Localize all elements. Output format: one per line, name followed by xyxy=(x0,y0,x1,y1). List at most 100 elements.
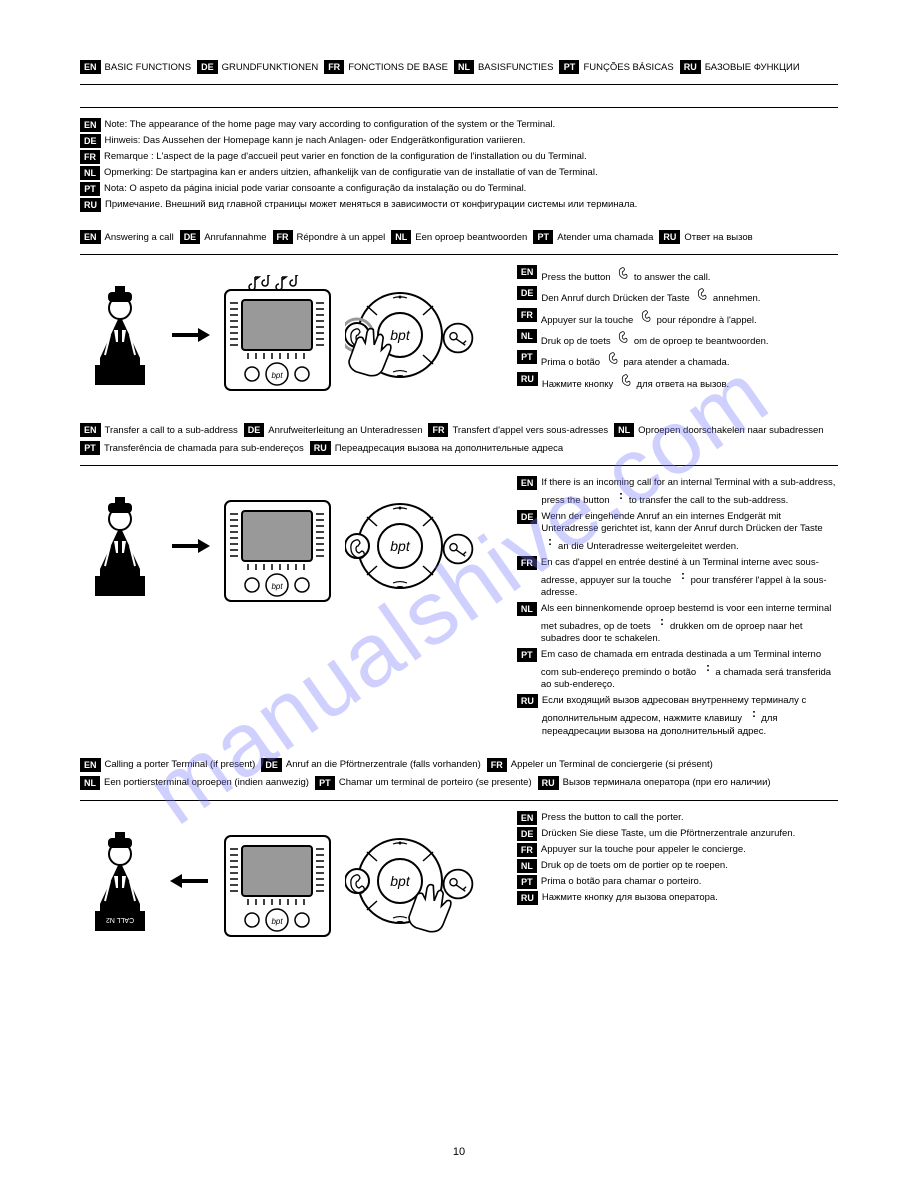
instruction-row: NLAls een binnenkomende oproep bestemd i… xyxy=(517,602,838,646)
lang-code: RU xyxy=(659,230,680,244)
note-row: PTNota: O aspeto da página inicial pode … xyxy=(80,182,838,196)
aux-icon xyxy=(749,707,759,721)
lang-code: FR xyxy=(517,843,537,857)
heading-tag: RU Переадресация вызова на дополнительные… xyxy=(310,441,563,455)
lang-code: RU xyxy=(80,198,101,212)
instruction-text: Drücken Sie diese Taste, um die Pförtner… xyxy=(541,827,795,840)
note-row: FRRemarque : L'aspect de la page d'accue… xyxy=(80,150,838,164)
lang-code: DE xyxy=(517,510,538,524)
note-text: Remarque : L'aspect de la page d'accueil… xyxy=(104,150,587,163)
heading-bar-1: ENBASIC FUNCTIONS DEGRUNDFUNKTIONEN FRFO… xyxy=(80,60,838,78)
instruction-row: RUЕсли входящий вызов адресован внутренн… xyxy=(517,694,838,738)
instructions-list: ENPress the button to call the porter. D… xyxy=(517,811,838,905)
heading-text: Anrufannahme xyxy=(204,232,266,243)
handset-icon xyxy=(617,266,631,280)
monitor-icon xyxy=(220,821,335,941)
lang-code: RU xyxy=(538,776,559,790)
aux-icon xyxy=(545,535,555,549)
heading-tag: FRAppeler un Terminal de conciergerie (s… xyxy=(487,758,713,772)
lang-code: EN xyxy=(80,423,101,437)
instruction-row: PTPrima o botão para chamar o porteiro. xyxy=(517,875,838,889)
note-row: NL Opmerking: De startpagina kan er ander… xyxy=(80,166,838,180)
heading-bar-4: EN Calling a porter Terminal (if present)… xyxy=(80,758,838,794)
heading-text: Répondre à un appel xyxy=(297,232,386,243)
aux-icon xyxy=(703,661,713,675)
note-text: Hinweis: Das Aussehen der Homepage kann … xyxy=(105,134,526,147)
heading-tag: PTFUNÇÕES BÁSICAS xyxy=(559,60,673,74)
note-row: DEHinweis: Das Aussehen der Homepage kan… xyxy=(80,134,838,148)
heading-tag: DE Anruf an die Pförtnerzentrale (falls v… xyxy=(261,758,480,772)
heading-tag: FRFONCTIONS DE BASE xyxy=(324,60,448,74)
heading-tag: DEAnrufannahme xyxy=(180,230,267,244)
section-call-porter: EN Calling a porter Terminal (if present)… xyxy=(80,758,838,951)
lang-code: RU xyxy=(310,441,331,455)
heading-text: Calling a porter Terminal (if present) xyxy=(105,759,256,770)
notes-list: EN Note: The appearance of the home page … xyxy=(80,118,838,212)
instruction-text: Druk op de toets om de oproep te beantwo… xyxy=(541,329,769,348)
divider xyxy=(80,84,838,85)
lang-code: DE xyxy=(517,827,538,841)
heading-text: Transfert d'appel vers sous-adresses xyxy=(452,425,608,436)
instruction-text: If there is an incoming call for an inte… xyxy=(541,476,838,508)
instructions-list: ENPress the button to answer the call. D… xyxy=(517,265,838,391)
aux-icon xyxy=(616,489,626,503)
heading-tag: DEAnrufweiterleitung an Unteradressen xyxy=(244,423,423,437)
heading-tag: FR Répondre à un appel xyxy=(273,230,386,244)
instruction-row: FREn cas d'appel en entrée destiné à un … xyxy=(517,556,838,600)
heading-text: Вызов терминала оператора (при его налич… xyxy=(563,777,771,788)
heading-tag: PTChamar um terminal de porteiro (se pre… xyxy=(315,776,532,790)
heading-tag: ENBASIC FUNCTIONS xyxy=(80,60,191,74)
note-text: Note: The appearance of the home page ma… xyxy=(105,118,556,131)
heading-tag: ENTransfer a call to a sub-address xyxy=(80,423,238,437)
instruction-row: NLDruk op de toets om de oproep te beant… xyxy=(517,329,838,348)
heading-tag: DEGRUNDFUNKTIONEN xyxy=(197,60,318,74)
lang-code: EN xyxy=(80,230,101,244)
note-text: Nota: O aspeto da página inicial pode va… xyxy=(104,182,526,195)
heading-text: Anruf an die Pförtnerzentrale (falls vor… xyxy=(286,759,481,770)
lang-code: EN xyxy=(80,118,101,132)
monitor-icon xyxy=(220,275,335,395)
handset-icon xyxy=(617,330,631,344)
heading-tag: NLBASISFUNCTIES xyxy=(454,60,554,74)
instruction-row: DEDen Anruf durch Drücken der Taste anne… xyxy=(517,286,838,305)
lang-code: FR xyxy=(487,758,507,772)
arrow-right-icon xyxy=(170,325,210,345)
lang-code: FR xyxy=(273,230,293,244)
porter-icon xyxy=(80,491,160,601)
heading-text: BASISFUNCTIES xyxy=(478,62,554,73)
instruction-text: Prima o botão para chamar o porteiro. xyxy=(541,875,702,888)
instruction-text: Press the button to call the porter. xyxy=(541,811,683,824)
instruction-text: Appuyer sur la touche pour appeler le co… xyxy=(541,843,746,856)
instruction-row: PTPrima o botão para atender a chamada. xyxy=(517,350,838,369)
divider xyxy=(80,107,838,108)
dial-icon xyxy=(345,491,475,601)
instruction-text: En cas d'appel en entrée destiné à un Te… xyxy=(541,556,838,600)
lang-code: NL xyxy=(80,776,100,790)
porter-icon xyxy=(80,280,160,390)
heading-text: BASIC FUNCTIONS xyxy=(105,62,192,73)
lang-code: NL xyxy=(80,166,100,180)
heading-text: FUNÇÕES BÁSICAS xyxy=(583,62,673,73)
instruction-text: Appuyer sur la touche pour répondre à l'… xyxy=(541,308,757,327)
heading-bar-3: ENTransfer a call to a sub-address DEAnr… xyxy=(80,423,838,459)
lang-code: DE xyxy=(261,758,282,772)
arrow-right-icon xyxy=(170,536,210,556)
lang-code: DE xyxy=(517,286,538,300)
heading-text: Een oproep beantwoorden xyxy=(415,232,527,243)
heading-tag: RUОтвет на вызов xyxy=(659,230,752,244)
lang-code: FR xyxy=(517,308,537,322)
heading-tag: PTTransferência de chamada para sub-ende… xyxy=(80,441,304,455)
lang-code: EN xyxy=(80,758,101,772)
lang-code: NL xyxy=(517,602,537,616)
lang-code: DE xyxy=(197,60,218,74)
heading-tag: FR Transfert d'appel vers sous-adresses xyxy=(428,423,608,437)
divider xyxy=(80,800,838,801)
instruction-text: Нажмите кнопку для ответа на вызов. xyxy=(542,372,729,391)
lang-code: EN xyxy=(517,476,538,490)
divider xyxy=(80,254,838,255)
lang-code: FR xyxy=(428,423,448,437)
note-text: Opmerking: De startpagina kan er anders … xyxy=(104,166,598,179)
lang-code: DE xyxy=(180,230,201,244)
heading-text: Переадресация вызова на дополнительные а… xyxy=(335,443,563,454)
instruction-text: Den Anruf durch Drücken der Taste annehm… xyxy=(541,286,760,305)
